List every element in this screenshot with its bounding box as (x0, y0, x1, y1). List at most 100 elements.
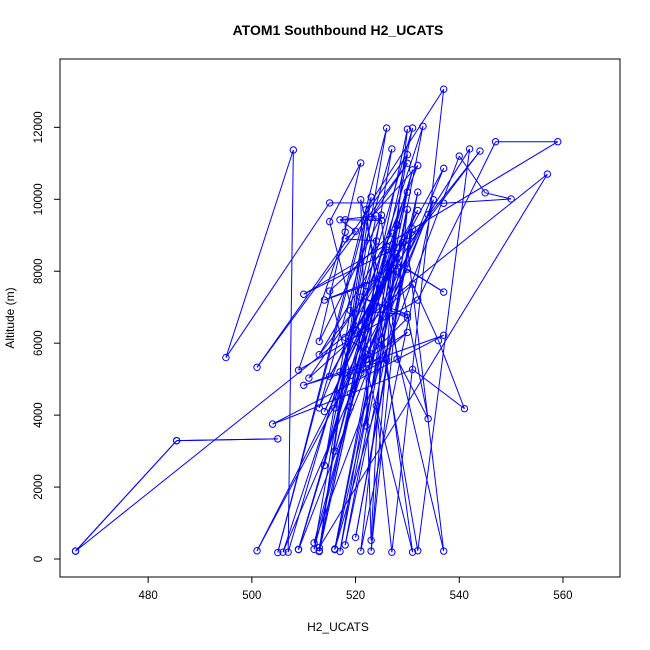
data-point (403, 159, 412, 168)
data-point (408, 280, 417, 288)
data-point (336, 216, 344, 224)
data-point (320, 461, 329, 470)
data-point (320, 407, 329, 416)
data-point (388, 548, 396, 556)
series-line-segment (443, 198, 512, 204)
series-line-segment (360, 359, 387, 374)
series-line-segment (370, 165, 419, 218)
series-line-segment (339, 215, 377, 221)
data-point (403, 125, 412, 133)
data-point (377, 216, 386, 225)
data-point (434, 336, 443, 345)
series-line-segment (329, 162, 362, 222)
series-line-segment (396, 358, 429, 419)
data-point (543, 170, 552, 178)
data-point (382, 246, 391, 254)
data-point (403, 242, 412, 251)
series-line-segment (380, 339, 419, 551)
data-point (346, 371, 355, 380)
x-tick-label: 480 (139, 590, 158, 602)
data-point (367, 213, 375, 221)
data-point (341, 235, 349, 243)
x-tick-label: 560 (553, 590, 572, 602)
data-point (294, 545, 303, 554)
x-tick-label: 500 (242, 590, 261, 602)
data-point (289, 146, 298, 154)
data-point (357, 369, 365, 377)
data-point (367, 350, 375, 358)
data-point (300, 381, 308, 389)
data-point (440, 288, 448, 296)
plot-frame (59, 58, 621, 578)
x-axis: 480 500 520 540 560 (139, 577, 573, 602)
data-point (315, 543, 323, 552)
data-point (408, 166, 417, 174)
data-point (351, 326, 360, 334)
data-point (455, 152, 463, 160)
data-point (325, 372, 334, 380)
x-axis-label: H2_UCATS (307, 620, 369, 634)
data-point (362, 281, 370, 290)
series-line-segment (344, 230, 356, 240)
y-tick-label: 4000 (33, 402, 45, 428)
data-point (403, 205, 412, 214)
data-point (382, 356, 391, 364)
series-line-segment (318, 173, 548, 548)
series-line-segment (406, 246, 445, 552)
series-line-segment (303, 141, 559, 295)
series-line-segment (334, 191, 419, 550)
series-line-segment (360, 199, 372, 541)
series-line-segment (324, 270, 398, 301)
data-point (346, 389, 355, 398)
y-tick-label: 0 (33, 556, 45, 562)
series-line-segment (323, 217, 367, 466)
data-point (351, 227, 360, 236)
series-line-segment (417, 141, 497, 301)
series-line-segment (349, 271, 398, 408)
data-point (465, 145, 474, 153)
data-point (403, 314, 412, 322)
data-point (362, 355, 370, 364)
data-point (382, 242, 391, 251)
data-point (440, 164, 448, 173)
data-point (403, 231, 412, 239)
series-line-segment (225, 202, 331, 358)
data-point (460, 404, 469, 413)
series-line-segment (485, 192, 512, 200)
data-point (393, 253, 401, 262)
data-point (476, 147, 484, 155)
data-point (440, 199, 448, 207)
series-line-segment (272, 334, 444, 425)
data-point (279, 548, 287, 556)
series-line-segment (329, 290, 351, 376)
series-line-segment (318, 235, 413, 356)
series-line-segment (360, 199, 445, 552)
series-line-segment (360, 296, 408, 315)
data-point (377, 211, 386, 219)
data-point (268, 420, 277, 428)
data-point (440, 85, 448, 93)
data-point (331, 404, 339, 412)
series-line-segment (339, 154, 408, 552)
data-point (325, 199, 334, 207)
data-point (357, 159, 365, 167)
series-line-segment (282, 126, 424, 553)
data-point (388, 145, 396, 153)
series-layer (71, 85, 562, 557)
y-tick-label: 2000 (33, 474, 45, 500)
data-point (367, 536, 375, 545)
data-point (408, 365, 417, 374)
data-point (403, 310, 412, 319)
data-point (403, 150, 412, 159)
data-point (429, 195, 438, 204)
data-point (172, 436, 181, 445)
series-line-segment (407, 268, 444, 293)
data-point (424, 415, 432, 423)
data-point (362, 213, 370, 222)
series-line-segment (391, 89, 445, 553)
data-point (357, 195, 365, 204)
series-line-segment (324, 285, 367, 301)
data-point (315, 350, 323, 359)
data-point (414, 206, 422, 215)
